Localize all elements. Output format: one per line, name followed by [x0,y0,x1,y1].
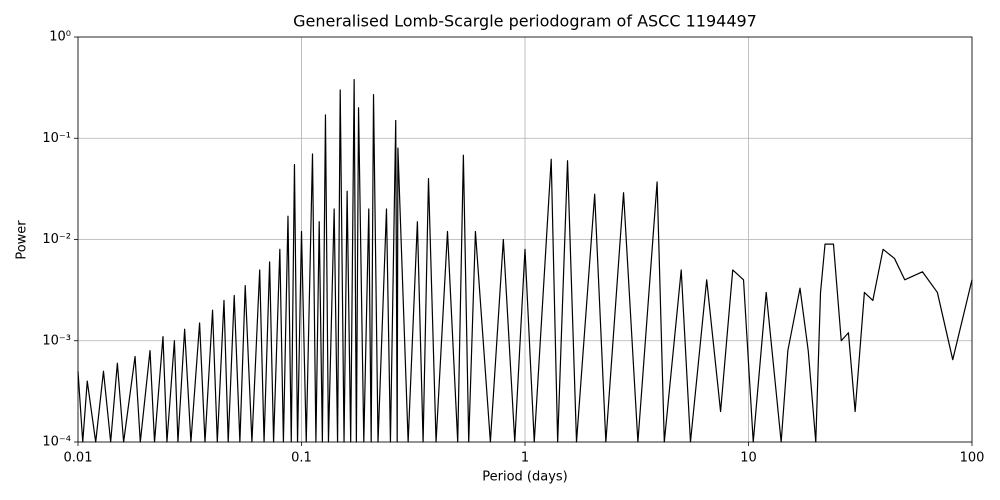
x-tick-label: 0.01 [64,451,93,466]
plot-area [77,78,973,443]
axes: 0.01 0.1 1 10 100 10⁻⁴ 10⁻³ 10⁻² 10⁻¹ 10⁰ [42,30,984,466]
y-tick-label: 10⁻² [42,232,71,247]
series-line [77,78,973,443]
y-axis-label: Power [15,220,30,260]
y-tick-label: 10⁻⁴ [42,435,71,450]
x-tick-label: 0.1 [291,451,312,466]
x-tick-label: 100 [960,451,985,466]
chart-title: Generalised Lomb-Scargle periodogram of … [293,12,757,31]
x-tick-label: 1 [521,451,529,466]
grid [77,36,973,443]
y-tick-label: 10⁻¹ [42,131,71,146]
y-tick-label: 10⁻³ [42,333,71,348]
y-tick-label: 10⁰ [49,30,71,45]
x-tick-label: 10 [740,451,757,466]
x-axis-label: Period (days) [482,470,568,485]
